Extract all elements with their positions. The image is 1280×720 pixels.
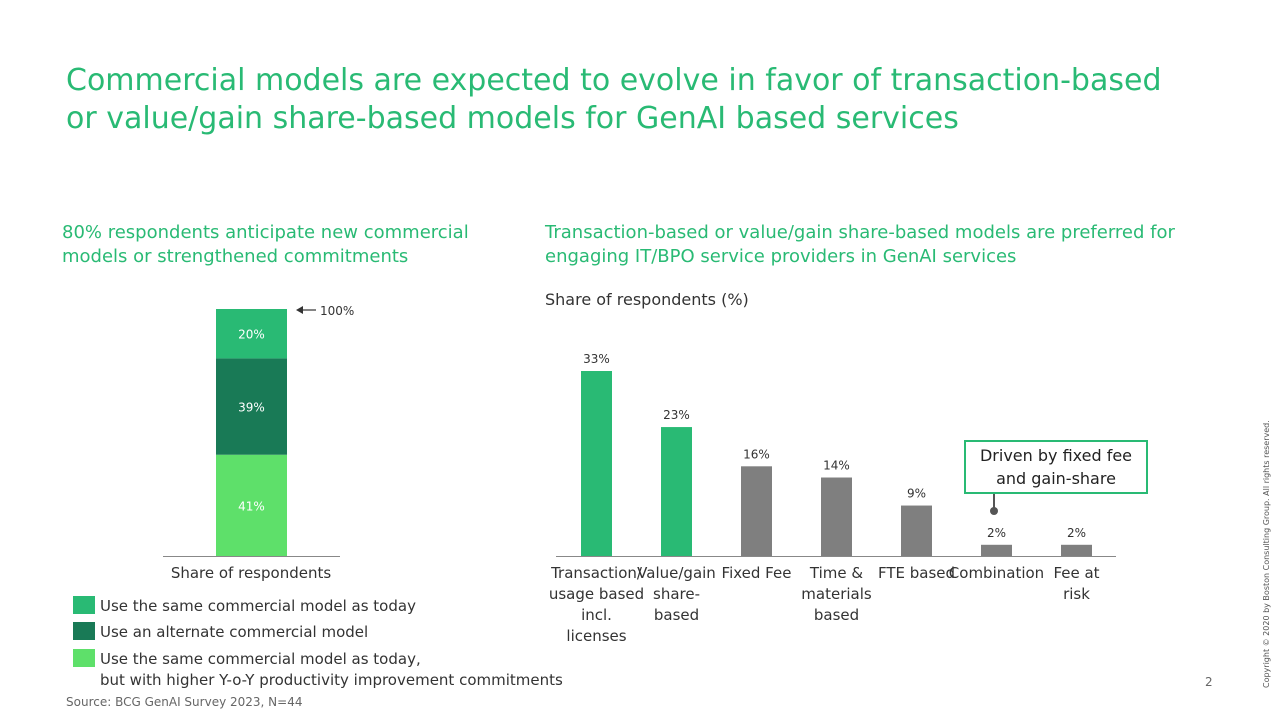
- legend-label-line1: Use the same commercial model as today,: [100, 650, 421, 668]
- total-label: 100%: [320, 304, 354, 318]
- bar-category-label: incl.: [581, 606, 612, 624]
- bar-1: [661, 427, 692, 556]
- callout-pointer-dot: [990, 507, 998, 515]
- left-panel-heading: 80% respondents anticipate new commercia…: [62, 222, 469, 267]
- bar-category-label: Fee at: [1053, 564, 1099, 582]
- bar-2: [741, 466, 772, 556]
- legend-swatch: [73, 596, 95, 614]
- bar-value-label: 9%: [907, 487, 926, 501]
- bar-category-label: based: [814, 606, 859, 624]
- stacked-bar-chart: 41% 39% 20% Share of respondents 100%: [163, 304, 354, 582]
- copyright-notice: Copyright © 2020 by Boston Consulting Gr…: [1262, 420, 1271, 688]
- bar-category-label: Fixed Fee: [722, 564, 792, 582]
- legend-label-line2: but with higher Y-o-Y productivity impro…: [100, 671, 563, 689]
- bar-category-label: Combination: [949, 564, 1044, 582]
- stack-segment-label: 41%: [238, 499, 265, 513]
- bar-6: [1061, 544, 1092, 556]
- bar-value-label: 16%: [743, 447, 770, 461]
- legend-label: Use the same commercial model as today: [100, 597, 416, 615]
- callout-text: Driven by fixed fee and gain-share: [979, 446, 1133, 488]
- legend-label: Use an alternate commercial model: [100, 623, 369, 641]
- stack-segment-0: [216, 454, 287, 556]
- bar-category-label: Time &: [809, 564, 863, 582]
- bar-category-label: risk: [1063, 585, 1090, 603]
- bar-category-label: share-: [653, 585, 700, 603]
- bar-value-label: 2%: [987, 526, 1006, 540]
- stack-segment-label: 39%: [238, 401, 265, 415]
- column-bar-chart: 33% Transaction/usage based incl. licenses 2…: [549, 352, 1116, 645]
- bar-value-label: 2%: [1067, 526, 1086, 540]
- stack-segment-2: [216, 309, 287, 359]
- callout-connector: [993, 494, 995, 508]
- source-note: Source: BCG GenAI Survey 2023, N=44: [66, 695, 303, 709]
- stack-segment-label: 20%: [238, 328, 265, 342]
- bar-4: [901, 505, 932, 556]
- bar-category-label: Transaction/: [550, 564, 643, 582]
- bar-category-label: licenses: [566, 627, 626, 645]
- bar-category-label: based: [654, 606, 699, 624]
- bar-5: [981, 544, 1012, 556]
- right-panel-heading: Transaction-based or value/gain share-ba…: [545, 222, 1175, 267]
- bar-chart-y-caption: Share of respondents (%): [545, 290, 749, 309]
- bar-value-label: 14%: [823, 459, 850, 473]
- combination-callout: Driven by fixed fee and gain-share: [964, 440, 1148, 494]
- bar-category-label: usage based: [549, 585, 644, 603]
- bar-3: [821, 477, 852, 556]
- page-number: 2: [1205, 675, 1213, 689]
- page-title: Commercial models are expected to evolve…: [66, 63, 1162, 136]
- legend-swatch: [73, 649, 95, 667]
- bar-0: [581, 371, 612, 556]
- bar-category-label: FTE based: [878, 564, 955, 582]
- bar-category-label: materials: [801, 585, 872, 603]
- stack-x-label: Share of respondents: [171, 564, 332, 582]
- stack-segment-1: [216, 358, 287, 455]
- legend-swatch: [73, 622, 95, 640]
- bar-category-label: Value/gain: [637, 564, 716, 582]
- total-arrowhead: [296, 306, 303, 314]
- bar-value-label: 33%: [583, 352, 610, 366]
- bar-value-label: 23%: [663, 408, 690, 422]
